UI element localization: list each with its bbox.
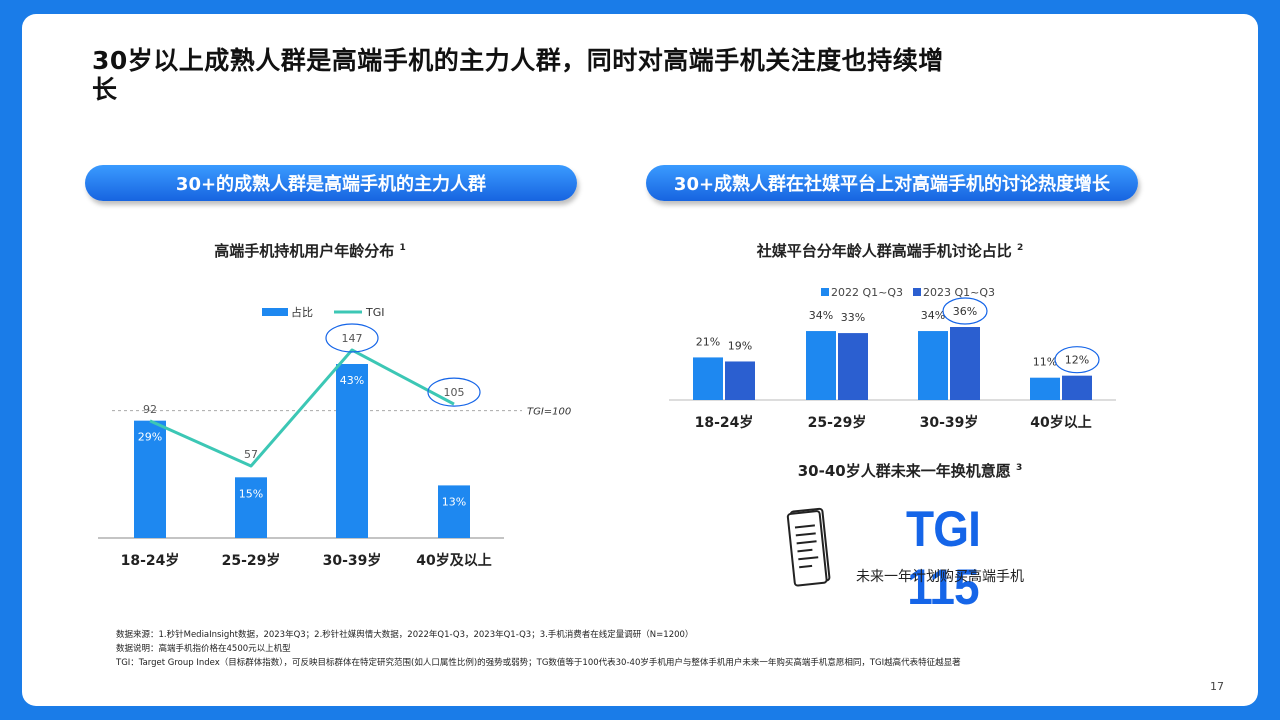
highlight-circle — [427, 377, 481, 407]
right-chart-title: 社媒平台分年龄人群高端手机讨论占比 2 — [756, 242, 1024, 260]
right-banner: 30+成熟人群在社媒平台上对高端手机的讨论热度增长 — [646, 165, 1138, 201]
bar-data-label: 15% — [239, 487, 263, 500]
footnote-source: 数据来源：1.秒针MediaInsight数据，2023年Q3；2.秒针社媒舆情… — [116, 630, 694, 640]
tgi-point-label: 105 — [444, 386, 465, 399]
legend-swatch-share — [262, 308, 288, 316]
bar-data-label: 29% — [138, 431, 162, 444]
tgi-point-label: 147 — [342, 332, 363, 345]
page-title: 30岁以上成熟人群是高端手机的主力人群，同时对高端手机关注度也持续增长 — [92, 46, 944, 104]
document-icon — [786, 507, 831, 587]
tgi-point-label: 57 — [244, 448, 258, 461]
bar — [235, 477, 267, 538]
footnote-definition: 数据说明：高端手机指价格在4500元以上机型 — [116, 644, 291, 654]
slide-card — [22, 14, 1258, 706]
bar — [134, 420, 166, 538]
bar-data-label: 43% — [340, 374, 364, 387]
legend-label-share: 占比 — [291, 305, 313, 319]
legend-label-tgi: TGI — [365, 306, 385, 319]
footnotes: 数据来源：1.秒针MediaInsight数据，2023年Q3；2.秒针社媒舆情… — [116, 628, 1116, 670]
x-tick-label: 30-39岁 — [323, 552, 382, 569]
tgi-caption: 未来一年计划购买高端手机 — [856, 569, 1024, 585]
footnote-tgi: TGI：Target Group Index（目标群体指数），可反映目标群体在特… — [116, 658, 961, 668]
tgi-point-label: 92 — [143, 403, 157, 416]
tgi-reference-label: TGI=100 — [527, 407, 571, 418]
x-tick-label: 40岁及以上 — [416, 552, 491, 569]
tgi-title: 30-40岁人群未来一年换机意愿 3 — [797, 462, 1023, 480]
highlight-circle — [325, 323, 379, 353]
left-banner: 30+的成熟人群是高端手机的主力人群 — [85, 165, 577, 201]
tgi-line — [149, 348, 455, 468]
bar — [438, 485, 470, 538]
bar-data-label: 13% — [442, 495, 466, 508]
page-number: 17 — [1210, 680, 1224, 693]
left-chart-title: 高端手机持机用户年龄分布 1 — [214, 242, 406, 260]
bar — [336, 364, 368, 538]
x-tick-label: 25-29岁 — [222, 552, 281, 569]
x-tick-label: 18-24岁 — [121, 552, 180, 569]
tgi-value: TGI 115 — [906, 501, 981, 615]
